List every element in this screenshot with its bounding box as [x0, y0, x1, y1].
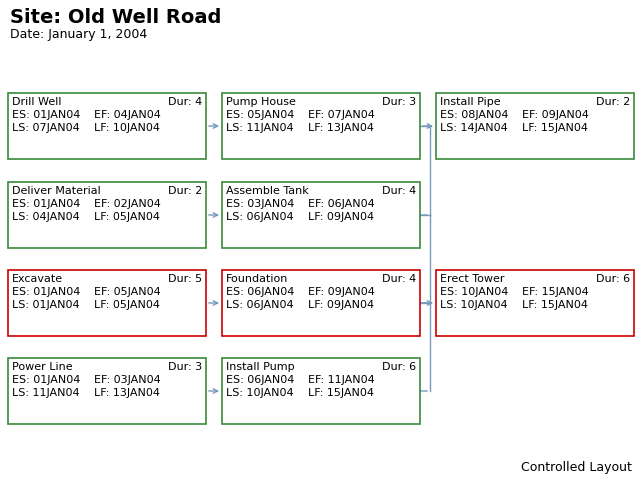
- Text: EF: 11JAN04: EF: 11JAN04: [308, 375, 375, 385]
- Text: EF: 15JAN04: EF: 15JAN04: [522, 287, 589, 297]
- Text: Excavate: Excavate: [12, 274, 63, 284]
- Text: LF: 09JAN04: LF: 09JAN04: [308, 212, 374, 222]
- Text: LF: 15JAN04: LF: 15JAN04: [522, 123, 588, 133]
- Text: LS: 14JAN04: LS: 14JAN04: [440, 123, 508, 133]
- Text: ES: 08JAN04: ES: 08JAN04: [440, 110, 509, 120]
- Text: ES: 06JAN04: ES: 06JAN04: [226, 287, 294, 297]
- Text: LF: 05JAN04: LF: 05JAN04: [94, 212, 160, 222]
- Text: ES: 01JAN04: ES: 01JAN04: [12, 375, 81, 385]
- Text: LF: 10JAN04: LF: 10JAN04: [94, 123, 160, 133]
- Text: EF: 09JAN04: EF: 09JAN04: [308, 287, 375, 297]
- Bar: [222, 182, 420, 248]
- Text: ES: 01JAN04: ES: 01JAN04: [12, 287, 81, 297]
- Text: Drill Well: Drill Well: [12, 97, 61, 107]
- Text: LF: 05JAN04: LF: 05JAN04: [94, 300, 160, 310]
- Text: LS: 01JAN04: LS: 01JAN04: [12, 300, 79, 310]
- Text: EF: 06JAN04: EF: 06JAN04: [308, 199, 375, 209]
- Text: Dur: 3: Dur: 3: [168, 362, 202, 372]
- Text: LS: 11JAN04: LS: 11JAN04: [226, 123, 294, 133]
- Text: Power Line: Power Line: [12, 362, 72, 372]
- Text: ES: 10JAN04: ES: 10JAN04: [440, 287, 508, 297]
- Text: Dur: 2: Dur: 2: [168, 186, 202, 196]
- Text: LF: 15JAN04: LF: 15JAN04: [522, 300, 588, 310]
- Text: LF: 09JAN04: LF: 09JAN04: [308, 300, 374, 310]
- Text: Pump House: Pump House: [226, 97, 296, 107]
- Text: LF: 13JAN04: LF: 13JAN04: [94, 388, 160, 398]
- Text: ES: 01JAN04: ES: 01JAN04: [12, 199, 81, 209]
- Text: Dur: 4: Dur: 4: [381, 274, 416, 284]
- Text: Dur: 6: Dur: 6: [596, 274, 630, 284]
- Text: Foundation: Foundation: [226, 274, 289, 284]
- Text: Dur: 2: Dur: 2: [596, 97, 630, 107]
- Text: ES: 06JAN04: ES: 06JAN04: [226, 375, 294, 385]
- Text: Controlled Layout: Controlled Layout: [521, 461, 632, 474]
- Text: LS: 06JAN04: LS: 06JAN04: [226, 212, 294, 222]
- Text: Date: January 1, 2004: Date: January 1, 2004: [10, 28, 147, 41]
- Bar: [436, 270, 634, 336]
- Text: LS: 06JAN04: LS: 06JAN04: [226, 300, 294, 310]
- Text: EF: 02JAN04: EF: 02JAN04: [94, 199, 161, 209]
- Bar: [8, 358, 206, 424]
- Text: Install Pump: Install Pump: [226, 362, 294, 372]
- Text: LS: 10JAN04: LS: 10JAN04: [440, 300, 508, 310]
- Text: Site: Old Well Road: Site: Old Well Road: [10, 8, 221, 27]
- Text: Dur: 4: Dur: 4: [381, 186, 416, 196]
- Text: LS: 10JAN04: LS: 10JAN04: [226, 388, 294, 398]
- Bar: [222, 270, 420, 336]
- Text: LS: 04JAN04: LS: 04JAN04: [12, 212, 80, 222]
- Text: EF: 07JAN04: EF: 07JAN04: [308, 110, 375, 120]
- Text: EF: 03JAN04: EF: 03JAN04: [94, 375, 161, 385]
- Text: Deliver Material: Deliver Material: [12, 186, 100, 196]
- Text: Erect Tower: Erect Tower: [440, 274, 504, 284]
- Text: Dur: 6: Dur: 6: [382, 362, 416, 372]
- Bar: [222, 358, 420, 424]
- Bar: [8, 93, 206, 159]
- Text: EF: 09JAN04: EF: 09JAN04: [522, 110, 589, 120]
- Text: ES: 03JAN04: ES: 03JAN04: [226, 199, 294, 209]
- Text: Install Pipe: Install Pipe: [440, 97, 500, 107]
- Bar: [8, 182, 206, 248]
- Bar: [222, 93, 420, 159]
- Text: LF: 15JAN04: LF: 15JAN04: [308, 388, 374, 398]
- Text: ES: 01JAN04: ES: 01JAN04: [12, 110, 81, 120]
- Text: Dur: 3: Dur: 3: [382, 97, 416, 107]
- Text: EF: 05JAN04: EF: 05JAN04: [94, 287, 161, 297]
- Text: ES: 05JAN04: ES: 05JAN04: [226, 110, 294, 120]
- Text: EF: 04JAN04: EF: 04JAN04: [94, 110, 161, 120]
- Text: LF: 13JAN04: LF: 13JAN04: [308, 123, 374, 133]
- Text: LS: 11JAN04: LS: 11JAN04: [12, 388, 79, 398]
- Bar: [436, 93, 634, 159]
- Text: LS: 07JAN04: LS: 07JAN04: [12, 123, 80, 133]
- Text: Assemble Tank: Assemble Tank: [226, 186, 308, 196]
- Bar: [8, 270, 206, 336]
- Text: Dur: 4: Dur: 4: [168, 97, 202, 107]
- Text: Dur: 5: Dur: 5: [168, 274, 202, 284]
